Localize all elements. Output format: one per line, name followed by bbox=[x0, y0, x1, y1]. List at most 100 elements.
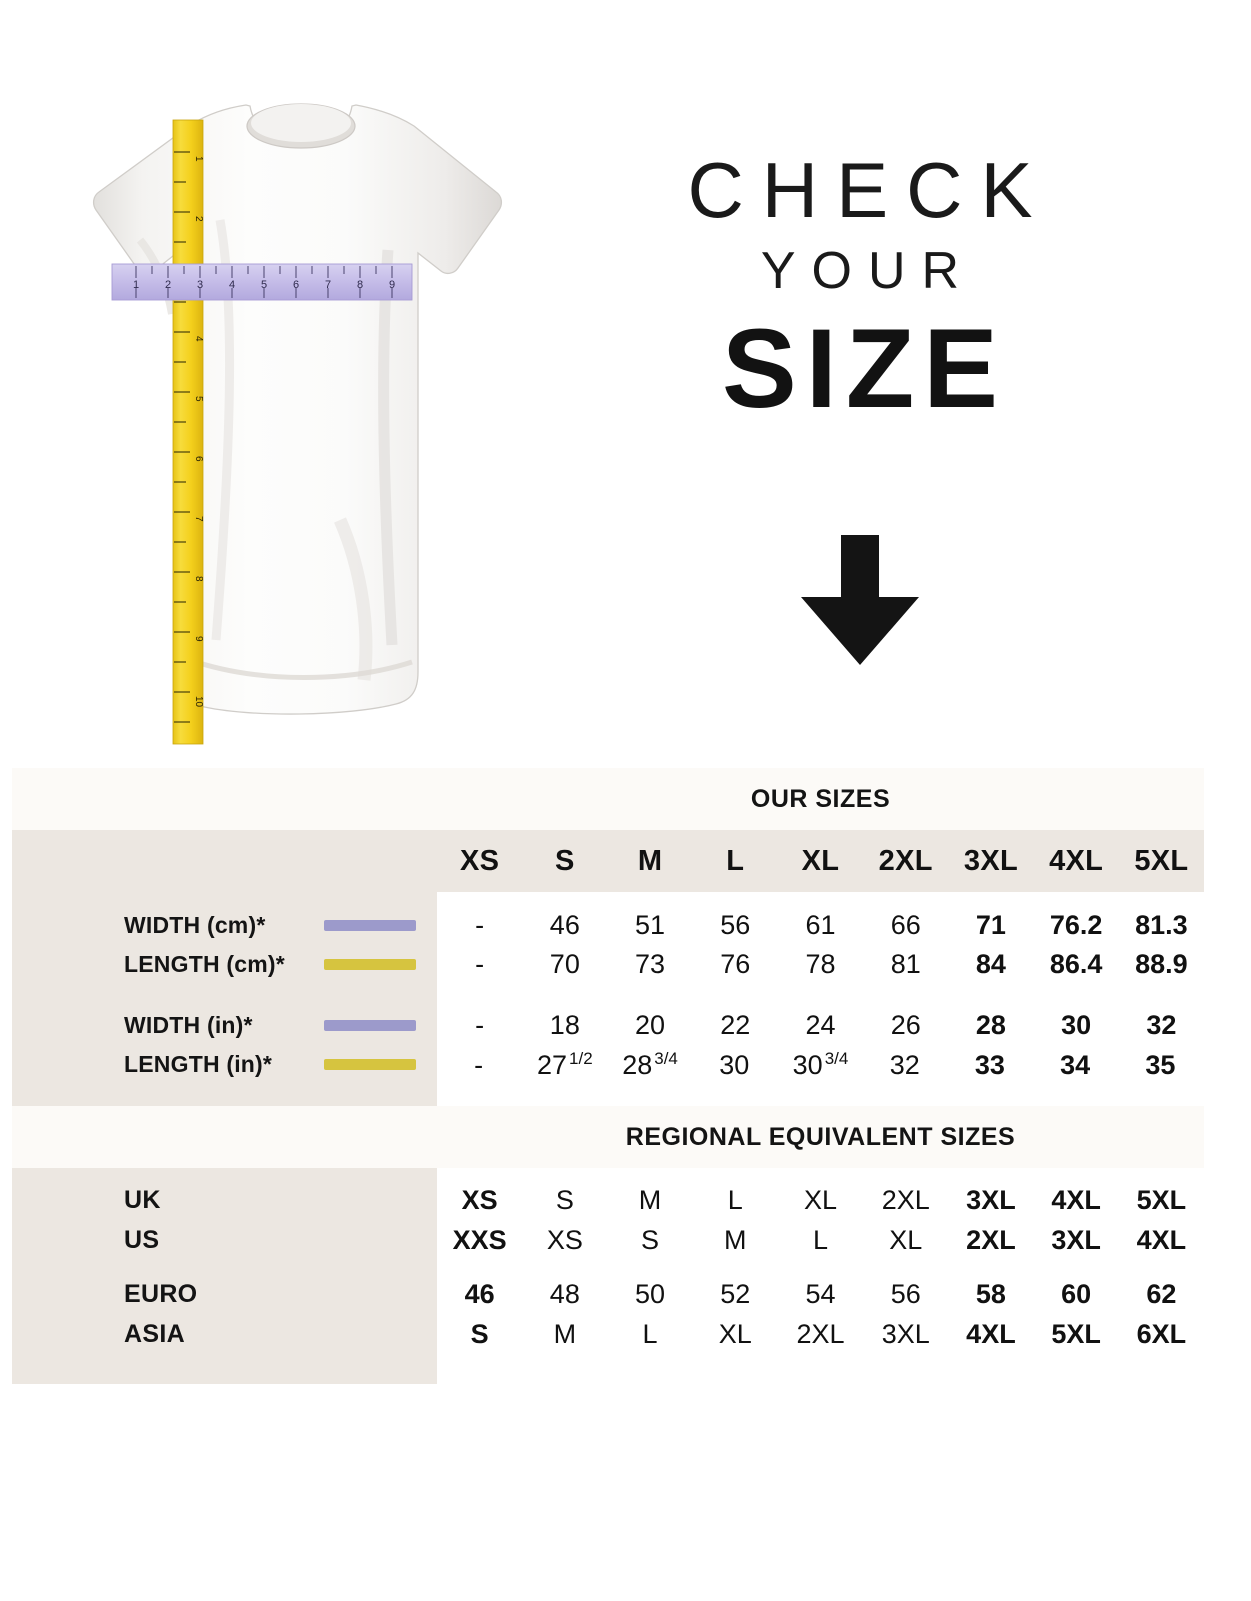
cell-fraction: 3/4 bbox=[654, 1048, 678, 1068]
cell: 76.2 bbox=[1049, 910, 1103, 940]
cell: 76 bbox=[720, 949, 751, 979]
svg-text:10: 10 bbox=[193, 696, 204, 708]
length-swatch-icon bbox=[324, 959, 416, 970]
our-sizes-title: OUR SIZES bbox=[750, 784, 891, 813]
cell: 46 bbox=[549, 910, 580, 940]
cell: 58 bbox=[975, 1278, 1006, 1309]
cell: 78 bbox=[805, 949, 836, 979]
measurement-label-row: WIDTH (cm)* bbox=[12, 906, 437, 945]
down-arrow-icon bbox=[760, 525, 960, 675]
cell: XS bbox=[546, 1224, 583, 1255]
cell: - bbox=[475, 910, 485, 940]
cell: 54 bbox=[805, 1278, 836, 1309]
cell: 34 bbox=[1034, 1049, 1119, 1081]
cell: 28 3/4 bbox=[607, 1049, 692, 1081]
cell: 46 bbox=[464, 1278, 495, 1309]
cell: 32 bbox=[1146, 1010, 1177, 1040]
cell: 5XL bbox=[1051, 1318, 1101, 1349]
hero-section: 1 2 3 4 5 6 7 8 9 10 bbox=[0, 0, 1251, 760]
cell: 20 bbox=[635, 1010, 666, 1040]
width-swatch-icon bbox=[324, 1020, 416, 1031]
regional-sizes-title: REGIONAL EQUIVALENT SIZES bbox=[625, 1122, 1016, 1151]
row-label: WIDTH (cm)* bbox=[124, 912, 266, 938]
cell: 6XL bbox=[1136, 1318, 1187, 1349]
svg-text:4: 4 bbox=[193, 336, 204, 342]
measurement-labels-panel: WIDTH (cm)* LENGTH (cm)* WIDTH (in)* LEN… bbox=[12, 892, 437, 1106]
cell: 24 bbox=[805, 1010, 836, 1040]
cell: XL bbox=[889, 1224, 923, 1255]
size-header-cell: 4XL bbox=[1049, 844, 1104, 877]
cell: 33 bbox=[948, 1049, 1033, 1081]
size-header-cell: L bbox=[726, 844, 745, 877]
cell: - bbox=[437, 1049, 522, 1081]
cell: 2XL bbox=[966, 1224, 1016, 1255]
cell: 73 bbox=[635, 949, 666, 979]
width-swatch-icon bbox=[324, 920, 416, 931]
row-label: US bbox=[124, 1225, 160, 1254]
regional-values-panel: XS S M L XL 2XL 3XL 4XL 5XL XXS XS S M L… bbox=[437, 1168, 1204, 1384]
svg-text:9: 9 bbox=[389, 279, 395, 291]
cell: 62 bbox=[1146, 1278, 1177, 1309]
headline-line-your: YOUR bbox=[760, 241, 976, 300]
cell: 56 bbox=[720, 910, 751, 940]
cell: M bbox=[638, 1184, 662, 1215]
table-row: S M L XL 2XL 3XL 4XL 5XL 6XL bbox=[437, 1314, 1204, 1354]
cell: 30 3/4 bbox=[778, 1049, 863, 1081]
cell: 84 bbox=[975, 949, 1006, 979]
cell: 27 1/2 bbox=[522, 1049, 607, 1081]
cell: XS bbox=[461, 1184, 498, 1215]
cell: 22 bbox=[720, 1010, 751, 1040]
cell: 18 bbox=[549, 1010, 580, 1040]
cell-value: 30 bbox=[719, 1049, 750, 1080]
cell: 71 bbox=[975, 910, 1006, 940]
size-header-cell: 3XL bbox=[963, 844, 1018, 877]
cell: 51 bbox=[635, 910, 666, 940]
size-header-row: XS S M L XL 2XL 3XL 4XL 5XL bbox=[437, 830, 1204, 892]
size-header-cell: 2XL bbox=[878, 844, 933, 877]
cell: S bbox=[641, 1224, 660, 1255]
cell: 48 bbox=[549, 1278, 580, 1309]
row-gap bbox=[437, 984, 1204, 1006]
cell-value: - bbox=[474, 1049, 484, 1080]
cell: 35 bbox=[1119, 1049, 1204, 1081]
row-label: UK bbox=[124, 1185, 161, 1214]
cell: - bbox=[475, 949, 485, 979]
cell: 3XL bbox=[1051, 1224, 1101, 1255]
svg-text:8: 8 bbox=[357, 279, 363, 291]
cell: 28 bbox=[975, 1010, 1006, 1040]
cell-value: 32 bbox=[889, 1049, 920, 1080]
cell: L bbox=[812, 1224, 828, 1255]
cell: 5XL bbox=[1136, 1184, 1187, 1215]
cell: 4XL bbox=[966, 1318, 1016, 1349]
row-label: WIDTH (in)* bbox=[124, 1012, 253, 1038]
svg-text:4: 4 bbox=[229, 279, 235, 291]
cell: 4XL bbox=[1051, 1184, 1101, 1215]
cell: 60 bbox=[1061, 1278, 1092, 1309]
cell: 4XL bbox=[1136, 1224, 1187, 1255]
cell: L bbox=[642, 1318, 658, 1349]
row-label: LENGTH (cm)* bbox=[124, 951, 285, 977]
table-row: - 46 51 56 61 66 71 76.2 81.3 bbox=[437, 906, 1204, 945]
cell: M bbox=[724, 1224, 747, 1255]
table-row: 46 48 50 52 54 56 58 60 62 bbox=[437, 1274, 1204, 1314]
cell-value: 27 bbox=[536, 1049, 568, 1080]
size-header-cell: XS bbox=[459, 844, 500, 877]
regional-labels-panel: UK US EURO ASIA bbox=[12, 1168, 437, 1384]
horizontal-ruler: 1 2 3 4 5 6 7 8 9 bbox=[111, 263, 413, 301]
cell: L bbox=[727, 1184, 743, 1215]
cell: S bbox=[555, 1184, 574, 1215]
tshirt-shape bbox=[92, 103, 503, 715]
cell: 81.3 bbox=[1135, 910, 1188, 940]
size-header-cell: 5XL bbox=[1134, 844, 1189, 877]
our-sizes-banner: OUR SIZES bbox=[12, 768, 1204, 830]
cell: 2XL bbox=[796, 1318, 845, 1349]
cell: 2XL bbox=[881, 1184, 930, 1215]
cell: S bbox=[470, 1318, 489, 1349]
table-row: - 18 20 22 24 26 28 30 32 bbox=[437, 1006, 1204, 1045]
cell: 50 bbox=[635, 1278, 666, 1309]
cell: 30 bbox=[1061, 1010, 1092, 1040]
measurement-values-panel: - 46 51 56 61 66 71 76.2 81.3 - 70 73 76… bbox=[437, 892, 1204, 1106]
cell: 30 bbox=[693, 1049, 778, 1081]
headline-line-check: CHECK bbox=[687, 146, 1051, 234]
cell: 52 bbox=[720, 1278, 751, 1309]
